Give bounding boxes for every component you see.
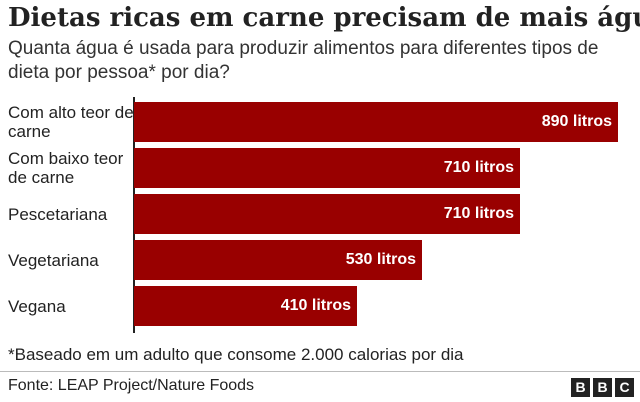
footer-divider — [0, 371, 640, 372]
bar: 710 litros — [134, 148, 520, 188]
bar-chart: Com alto teor de carne 890 litros Com baix… — [0, 97, 640, 333]
category-label: Com alto teor de carne — [8, 103, 134, 141]
bar-value-label: 710 litros — [443, 159, 514, 176]
bbc-logo: B B C — [571, 378, 634, 397]
bar: 410 litros — [134, 286, 357, 326]
bar-value-label: 410 litros — [280, 297, 351, 314]
category-label: Pescetariana — [8, 204, 108, 224]
category-label: Vegana — [8, 296, 66, 316]
bar-value-label: 710 litros — [443, 205, 514, 222]
bar: 710 litros — [134, 194, 520, 234]
bar: 530 litros — [134, 240, 422, 280]
chart-title: Dietas ricas em carne precisam de mais á… — [8, 3, 640, 33]
source-note: Fonte: LEAP Project/Nature Foods — [8, 377, 255, 394]
category-label: Vegetariana — [8, 250, 99, 270]
bbc-logo-letter: C — [615, 378, 634, 397]
bbc-logo-letter: B — [593, 378, 612, 397]
chart-subtitle: Quanta água é usada para produzir alimen… — [8, 38, 599, 83]
bar-value-label: 530 litros — [345, 251, 416, 268]
bar: 890 litros — [134, 102, 618, 142]
footnote: *Baseado em um adulto que consome 2.000 … — [8, 345, 464, 364]
bbc-logo-letter: B — [571, 378, 590, 397]
bar-value-label: 890 litros — [541, 113, 612, 130]
category-label: Com baixo teor de carne — [8, 149, 124, 187]
